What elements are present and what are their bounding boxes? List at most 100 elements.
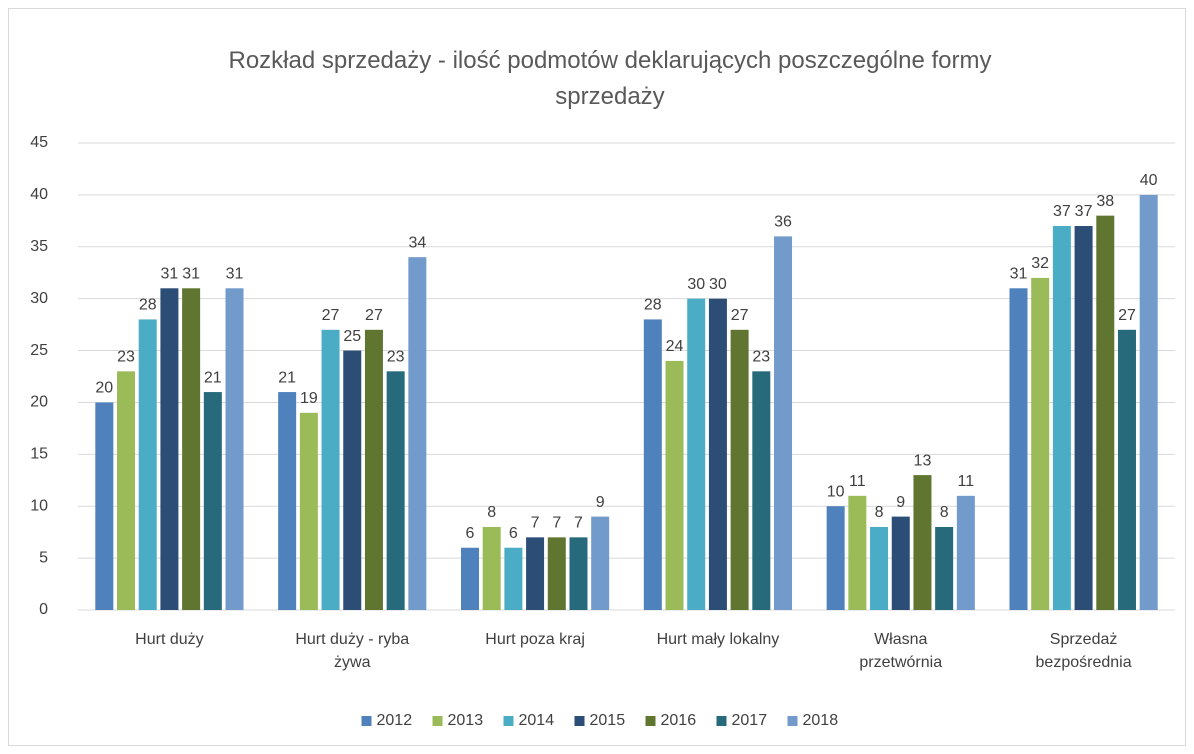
- data-label: 8: [875, 504, 884, 521]
- bar: [687, 298, 706, 610]
- bar: [870, 526, 889, 610]
- legend-swatch: [361, 716, 372, 726]
- bar: [138, 319, 157, 610]
- x-tick-label: Hurt mały lokalny: [657, 631, 780, 648]
- bar: [1074, 226, 1093, 610]
- legend-label: 2014: [519, 712, 555, 729]
- data-label: 31: [1010, 266, 1028, 283]
- bar: [117, 371, 136, 610]
- bar: [774, 236, 793, 610]
- y-tick-label: 0: [39, 601, 48, 618]
- legend-swatch: [645, 716, 656, 726]
- data-label: 34: [408, 234, 426, 251]
- y-tick-label: 10: [30, 497, 48, 514]
- x-tick-label: Hurt duży - ryba żywa: [295, 631, 409, 671]
- data-label: 8: [940, 504, 949, 521]
- bar: [1031, 277, 1050, 610]
- data-label: 13: [914, 452, 932, 469]
- data-label: 7: [531, 515, 540, 532]
- data-label: 11: [958, 473, 975, 490]
- data-label: 10: [827, 483, 845, 500]
- data-label: 9: [896, 494, 905, 511]
- data-label: 23: [387, 349, 405, 366]
- legend-swatch: [716, 716, 727, 726]
- bar: [956, 495, 975, 610]
- data-label: 30: [687, 276, 705, 293]
- bar: [1117, 329, 1136, 610]
- data-label: 32: [1031, 255, 1049, 272]
- data-label: 23: [752, 349, 770, 366]
- x-tick-label: Sprzedaż bezpośrednia: [1036, 631, 1132, 671]
- y-tick-label: 40: [30, 186, 48, 203]
- data-label: 20: [95, 380, 113, 397]
- y-tick-label: 45: [30, 134, 48, 151]
- x-tick-label: Własna przetwórnia: [859, 631, 942, 671]
- y-tick-label: 25: [30, 342, 48, 359]
- data-label: 7: [574, 515, 583, 532]
- data-label: 21: [278, 369, 296, 386]
- data-label: 31: [226, 266, 244, 283]
- legend-swatch: [574, 716, 585, 726]
- bar: [225, 288, 244, 610]
- data-label: 9: [596, 494, 605, 511]
- data-label: 37: [1075, 203, 1093, 220]
- bar: [547, 537, 566, 610]
- bar: [913, 475, 932, 610]
- data-label: 27: [365, 307, 383, 324]
- bar: [182, 288, 201, 610]
- bar: [386, 371, 405, 610]
- data-label: 40: [1140, 172, 1158, 189]
- legend-swatch: [503, 716, 514, 726]
- bar: [891, 516, 910, 610]
- data-label: 31: [182, 266, 200, 283]
- bar: [591, 516, 610, 610]
- bar: [643, 319, 662, 610]
- legend-label: 2018: [803, 712, 839, 729]
- y-tick-label: 5: [39, 549, 48, 566]
- bar: [278, 392, 297, 610]
- bar: [752, 371, 771, 610]
- x-tick-label: Hurt duży: [135, 631, 203, 648]
- bar: [1139, 194, 1158, 610]
- data-label: 6: [509, 525, 518, 542]
- bar: [343, 350, 362, 610]
- bar: [482, 526, 501, 610]
- bar: [364, 329, 383, 610]
- data-label: 8: [487, 504, 496, 521]
- legend-label: 2013: [448, 712, 484, 729]
- bar: [1009, 288, 1028, 610]
- bar: [569, 537, 588, 610]
- data-label: 23: [117, 349, 135, 366]
- data-label: 30: [709, 276, 727, 293]
- bar: [730, 329, 749, 610]
- bar: [321, 329, 340, 610]
- legend-label: 2012: [377, 712, 413, 729]
- data-label: 7: [552, 515, 561, 532]
- bar: [95, 402, 114, 610]
- legend-label: 2017: [732, 712, 768, 729]
- data-label: 11: [849, 473, 866, 490]
- data-label: 24: [666, 338, 684, 355]
- legend-label: 2016: [661, 712, 697, 729]
- bar: [826, 506, 845, 610]
- bar: [460, 547, 479, 610]
- data-label: 37: [1053, 203, 1071, 220]
- data-label: 27: [322, 307, 340, 324]
- data-label: 28: [644, 297, 662, 314]
- bar: [1096, 215, 1115, 610]
- chart-title: Rozkład sprzedaży - ilość podmotów dekla…: [228, 47, 991, 110]
- chart-frame: [8, 8, 1186, 746]
- bar: [203, 392, 222, 610]
- bar: [708, 298, 727, 610]
- bar: [299, 412, 318, 610]
- data-label: 19: [300, 390, 318, 407]
- bar: [665, 360, 684, 610]
- data-label: 21: [204, 369, 222, 386]
- data-label: 6: [466, 525, 475, 542]
- bar: [526, 537, 545, 610]
- data-label: 36: [774, 214, 792, 231]
- data-label: 31: [161, 266, 179, 283]
- y-tick-label: 35: [30, 238, 48, 255]
- bar: [935, 526, 954, 610]
